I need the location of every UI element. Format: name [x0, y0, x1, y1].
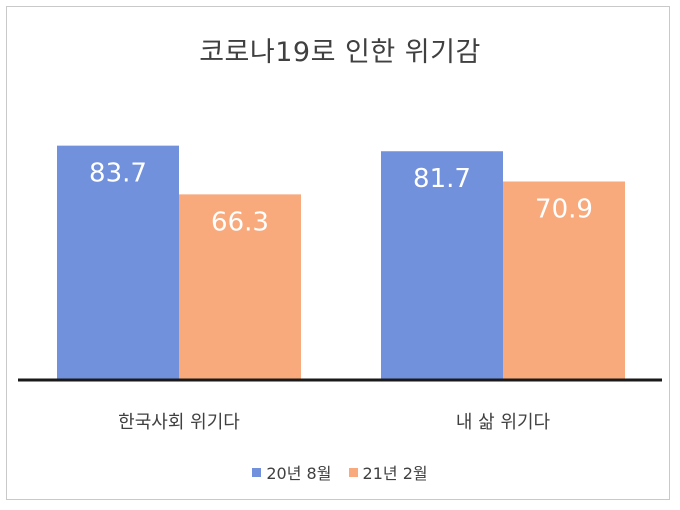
bar-1-series-1 — [57, 145, 179, 380]
chart-title: 코로나19로 인한 위기감 — [199, 37, 481, 68]
legend: 20년 8월 21년 2월 — [0, 460, 680, 484]
legend-item-series-1: 20년 8월 — [252, 460, 331, 484]
category-label-2: 내 삶 위기다 — [456, 412, 551, 433]
legend-swatch-series-2 — [348, 467, 358, 477]
data-label-2-series-1: 81.7 — [413, 164, 471, 194]
data-label-2-series-2: 70.9 — [535, 194, 593, 224]
legend-item-series-2: 21년 2월 — [348, 460, 428, 484]
bar-2-series-2 — [503, 181, 625, 380]
data-label-1-series-2: 66.3 — [211, 207, 269, 237]
legend-label-series-2: 21년 2월 — [362, 464, 428, 483]
legend-swatch-series-1 — [252, 467, 262, 477]
category-label-1: 한국사회 위기다 — [118, 412, 240, 433]
legend-label-series-1: 20년 8월 — [266, 464, 332, 483]
data-label-1-series-1: 83.7 — [89, 159, 147, 189]
bar-2-series-1 — [381, 151, 503, 380]
bar-1-series-2 — [179, 194, 301, 380]
